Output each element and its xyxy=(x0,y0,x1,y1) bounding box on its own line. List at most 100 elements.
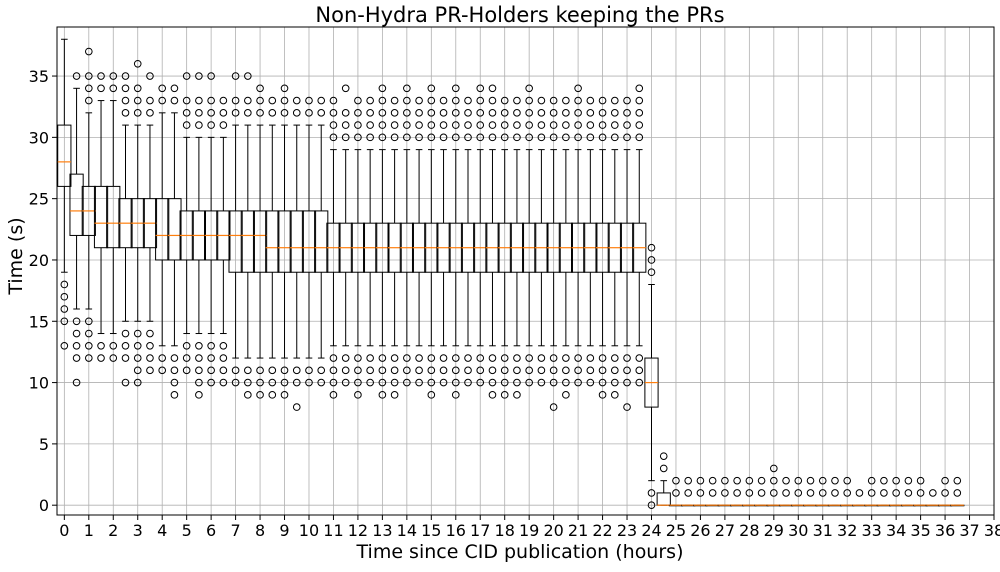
flier-point xyxy=(574,354,582,362)
box-group xyxy=(656,452,671,506)
flier-point xyxy=(256,96,264,105)
flier-point xyxy=(207,354,215,362)
flier-point xyxy=(488,84,497,93)
flier-point xyxy=(403,96,411,105)
flier-point xyxy=(268,378,277,387)
flier-point xyxy=(378,354,387,362)
flier-point xyxy=(451,378,460,387)
flier-point xyxy=(843,489,852,497)
box-group xyxy=(93,72,109,362)
x-tick-label: 19 xyxy=(519,521,539,540)
flier-point xyxy=(488,354,497,362)
flier-point xyxy=(562,121,570,129)
flier-point xyxy=(207,366,215,375)
flier-point xyxy=(818,489,827,497)
flier-point xyxy=(268,391,277,399)
flier-point xyxy=(610,121,619,129)
flier-point xyxy=(623,133,631,142)
flier-point xyxy=(647,268,656,277)
flier-point xyxy=(806,476,815,485)
flier-point xyxy=(170,96,179,105)
flier-point xyxy=(170,354,179,362)
flier-point xyxy=(170,366,179,375)
box-group xyxy=(179,72,194,375)
flier-point xyxy=(195,378,203,387)
flier-point xyxy=(586,378,595,387)
flier-point xyxy=(305,109,313,117)
flier-point xyxy=(794,489,803,497)
box-group xyxy=(314,96,329,387)
flier-point xyxy=(207,378,215,387)
flier-point xyxy=(476,354,485,362)
flier-point xyxy=(598,121,607,129)
box-iqr xyxy=(167,198,182,261)
flier-point xyxy=(598,96,607,105)
flier-point xyxy=(549,121,558,129)
flier-point xyxy=(329,109,338,117)
flier-point xyxy=(427,109,436,117)
flier-point xyxy=(562,391,570,399)
box-group xyxy=(950,476,965,507)
box-group xyxy=(644,243,659,509)
flier-point xyxy=(182,341,191,350)
flier-point xyxy=(378,121,387,129)
flier-point xyxy=(574,133,582,142)
box-group xyxy=(228,72,243,387)
flier-point xyxy=(439,121,448,129)
flier-point xyxy=(329,378,338,387)
flier-point xyxy=(427,391,436,399)
y-tick-label: 20 xyxy=(29,251,49,270)
flier-point xyxy=(207,121,215,129)
flier-point xyxy=(366,133,374,142)
flier-point xyxy=(207,96,215,105)
box-group xyxy=(778,476,794,507)
flier-point xyxy=(244,72,252,80)
flier-point xyxy=(733,476,741,485)
flier-point xyxy=(672,489,680,497)
flier-point xyxy=(439,109,448,117)
flier-point xyxy=(317,366,326,375)
flier-point xyxy=(537,96,546,105)
flier-point xyxy=(770,464,778,473)
x-tick-label: 29 xyxy=(764,521,784,540)
flier-point xyxy=(598,366,607,375)
flier-point xyxy=(513,391,521,399)
flier-point xyxy=(549,366,558,375)
flier-point xyxy=(562,354,570,362)
box-iqr xyxy=(301,210,317,273)
flier-point xyxy=(158,354,166,362)
flier-point xyxy=(415,133,423,142)
flier-point xyxy=(451,84,460,93)
flier-point xyxy=(244,96,252,105)
flier-point xyxy=(378,366,387,375)
flier-point xyxy=(513,133,521,142)
flier-point xyxy=(390,366,399,375)
flier-point xyxy=(488,109,497,117)
flier-point xyxy=(133,59,142,68)
flier-point xyxy=(525,84,533,93)
x-tick-label: 31 xyxy=(813,521,833,540)
flier-point xyxy=(451,121,460,129)
flier-point xyxy=(219,109,228,117)
flier-point xyxy=(256,109,264,117)
flier-point xyxy=(341,109,350,117)
flier-point xyxy=(146,354,154,362)
flier-point xyxy=(366,96,374,105)
flier-point xyxy=(219,354,228,362)
flier-point xyxy=(525,354,533,362)
box-group xyxy=(534,96,549,387)
flier-point xyxy=(562,133,570,142)
flier-point xyxy=(121,109,130,117)
flier-point xyxy=(574,96,582,105)
flier-point xyxy=(354,354,362,362)
box-group xyxy=(705,476,720,507)
flier-point xyxy=(562,366,570,375)
flier-point xyxy=(500,391,509,399)
flier-point xyxy=(464,121,472,129)
flier-point xyxy=(85,329,93,338)
flier-point xyxy=(451,109,460,117)
flier-point xyxy=(500,366,509,375)
flier-point xyxy=(635,133,644,142)
flier-point xyxy=(513,378,521,387)
flier-point xyxy=(366,378,374,387)
